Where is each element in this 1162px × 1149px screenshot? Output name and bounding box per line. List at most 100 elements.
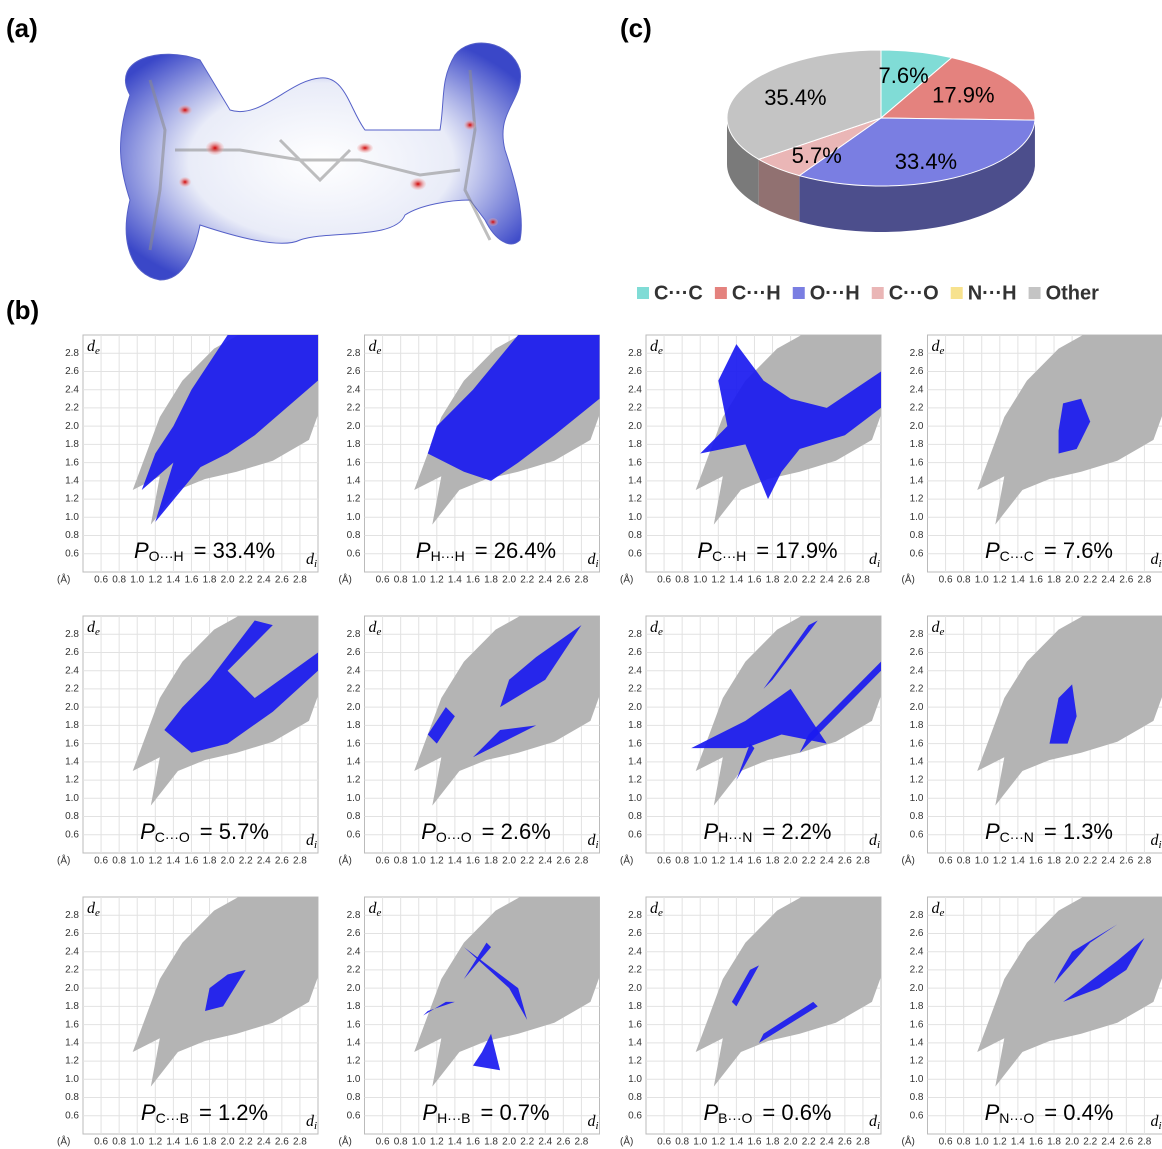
x-tick-label: 1.2: [993, 575, 1007, 586]
x-axis-sub: i: [877, 839, 880, 851]
y-tick-label: 2.6: [347, 647, 361, 658]
y-tick-label: 2.6: [65, 366, 79, 377]
y-tick-label: 2.4: [65, 946, 79, 957]
fingerprint-plot: 0.60.60.80.81.01.01.21.21.41.41.61.61.81…: [57, 607, 327, 867]
x-tick-label: 2.6: [556, 575, 570, 586]
y-axis-sub: e: [940, 626, 945, 638]
y-axis-sub: e: [95, 907, 100, 919]
x-tick-label: 1.2: [711, 575, 725, 586]
y-tick-label: 0.8: [65, 1092, 79, 1103]
y-tick-label: 1.8: [347, 720, 361, 731]
x-tick-label: 2.2: [239, 1137, 253, 1148]
x-tick-label: 2.6: [838, 575, 852, 586]
y-tick-label: 0.6: [347, 548, 361, 559]
contact-share: = 26.4%: [475, 538, 556, 563]
y-tick-label: 0.6: [628, 829, 642, 840]
y-tick-label: 1.2: [910, 1056, 924, 1067]
contact-name: C···C: [1000, 548, 1034, 564]
y-tick-label: 1.4: [347, 1037, 361, 1048]
y-tick-label: 0.6: [65, 1110, 79, 1121]
y-tick-label: 2.0: [628, 983, 642, 994]
x-tick-label: 2.4: [1101, 856, 1115, 867]
x-tick-label: 2.8: [293, 1137, 307, 1148]
x-axis-sub: i: [1159, 839, 1162, 851]
x-tick-label: 1.2: [430, 856, 444, 867]
y-tick-label: 1.6: [628, 457, 642, 468]
y-tick-label: 2.2: [65, 684, 79, 695]
x-tick-label: 0.6: [657, 575, 671, 586]
legend-swatch: [715, 287, 727, 299]
y-tick-label: 2.4: [65, 665, 79, 676]
y-tick-label: 1.8: [628, 720, 642, 731]
y-tick-label: 1.0: [628, 793, 642, 804]
contact-symbol: P: [703, 1100, 718, 1125]
y-axis-sub: e: [658, 345, 663, 357]
x-tick-label: 2.4: [538, 1137, 552, 1148]
x-tick-label: 2.2: [802, 856, 816, 867]
y-tick-label: 2.6: [628, 366, 642, 377]
y-tick-label: 2.0: [65, 702, 79, 713]
panel-label: (c): [620, 13, 652, 43]
x-tick-label: 2.8: [1137, 1137, 1151, 1148]
y-tick-label: 2.0: [628, 702, 642, 713]
value-label: 33.4%: [895, 149, 957, 174]
axis-unit: (Å): [620, 1135, 633, 1148]
y-tick-label: 2.8: [628, 348, 642, 359]
y-tick-label: 2.8: [347, 348, 361, 359]
x-tick-label: 2.4: [538, 575, 552, 586]
y-tick-label: 2.4: [628, 946, 642, 957]
contact-share: = 1.3%: [1044, 819, 1113, 844]
contact-symbol: P: [985, 538, 1000, 563]
x-tick-label: 1.4: [1011, 1137, 1025, 1148]
x-tick-label: 1.6: [185, 575, 199, 586]
fingerprint-plot: 0.60.60.80.81.01.01.21.21.41.41.61.61.81…: [339, 326, 609, 586]
legend-swatch: [1029, 287, 1041, 299]
y-tick-label: 2.2: [347, 965, 361, 976]
x-tick-label: 0.8: [112, 1137, 126, 1148]
y-tick-label: 2.8: [347, 629, 361, 640]
y-tick-label: 2.6: [65, 647, 79, 658]
x-tick-label: 2.2: [520, 575, 534, 586]
x-tick-label: 2.6: [1119, 856, 1133, 867]
x-tick-label: 1.8: [484, 856, 498, 867]
value-label: 35.4%: [764, 85, 826, 110]
x-axis-sub: i: [1159, 558, 1162, 570]
x-axis-sub: i: [877, 558, 880, 570]
y-tick-label: 1.6: [65, 1019, 79, 1030]
y-tick-label: 2.4: [910, 384, 924, 395]
y-tick-label: 1.6: [910, 738, 924, 749]
legend-label: O···H: [810, 282, 860, 304]
y-tick-label: 2.6: [628, 928, 642, 939]
axis-unit: (Å): [620, 573, 633, 586]
x-tick-label: 2.4: [1101, 1137, 1115, 1148]
x-tick-label: 2.0: [221, 856, 235, 867]
x-tick-label: 0.8: [957, 1137, 971, 1148]
x-tick-label: 1.2: [148, 1137, 162, 1148]
x-tick-label: 1.0: [412, 1137, 426, 1148]
y-tick-label: 1.8: [628, 439, 642, 450]
y-tick-label: 0.8: [347, 811, 361, 822]
y-axis-sub: e: [377, 345, 382, 357]
contact-share: = 33.4%: [194, 538, 275, 563]
x-tick-label: 2.8: [856, 575, 870, 586]
x-tick-label: 0.6: [376, 1137, 390, 1148]
y-tick-label: 1.4: [347, 756, 361, 767]
fingerprint-plot: 0.60.60.80.81.01.01.21.21.41.41.61.61.81…: [339, 888, 609, 1148]
panel-label: (a): [6, 13, 38, 43]
y-tick-label: 2.2: [628, 403, 642, 414]
x-tick-label: 0.6: [939, 856, 953, 867]
x-tick-label: 1.0: [975, 1137, 989, 1148]
y-tick-label: 2.2: [910, 965, 924, 976]
contact-name: H···B: [437, 1110, 470, 1126]
x-tick-label: 2.2: [1083, 1137, 1097, 1148]
x-tick-label: 2.6: [556, 1137, 570, 1148]
fingerprint-plot: 0.60.60.80.81.01.01.21.21.41.41.61.61.81…: [339, 607, 609, 867]
x-tick-label: 1.8: [1047, 575, 1061, 586]
x-tick-label: 1.0: [975, 856, 989, 867]
y-tick-label: 1.4: [910, 1037, 924, 1048]
y-tick-label: 1.0: [347, 512, 361, 523]
y-tick-label: 1.4: [910, 475, 924, 486]
x-tick-label: 2.4: [1101, 575, 1115, 586]
y-tick-label: 0.8: [628, 1092, 642, 1103]
y-tick-label: 2.0: [347, 702, 361, 713]
